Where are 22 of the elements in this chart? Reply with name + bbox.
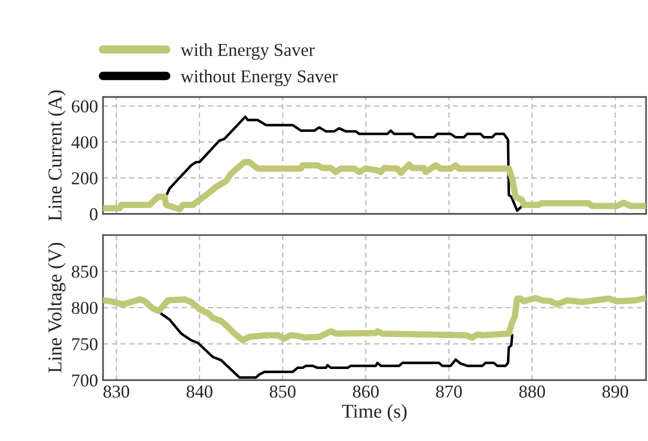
y-tick-label: 400 [71,136,98,148]
line-series [164,116,524,212]
x-axis-title: Time (s) [342,404,407,422]
legend-label: with Energy Saver [180,43,315,60]
x-tick-label: 840 [186,386,212,398]
line-series [158,310,514,379]
x-tick-label: 860 [352,386,379,398]
x-tick-label: 830 [103,386,130,398]
y-tick-label: 600 [72,100,98,112]
y-tick-label: 200 [72,172,98,184]
x-tick-label: 850 [270,386,296,398]
y-tick-label: 750 [72,338,98,350]
y-tick-label: 0 [90,208,98,220]
y-tick-label: 800 [72,302,98,314]
x-tick-label: 880 [519,386,545,398]
y-tick-label: 700 [72,374,98,387]
y-tick-label: 850 [72,266,98,278]
x-tick-label: 870 [436,386,462,398]
y-axis-title: Line Current (A) [48,90,66,221]
y-axis-title: Line Voltage (V) [48,242,66,373]
x-tick-label: 890 [602,386,628,398]
legend-label: without Energy Saver [180,70,338,86]
